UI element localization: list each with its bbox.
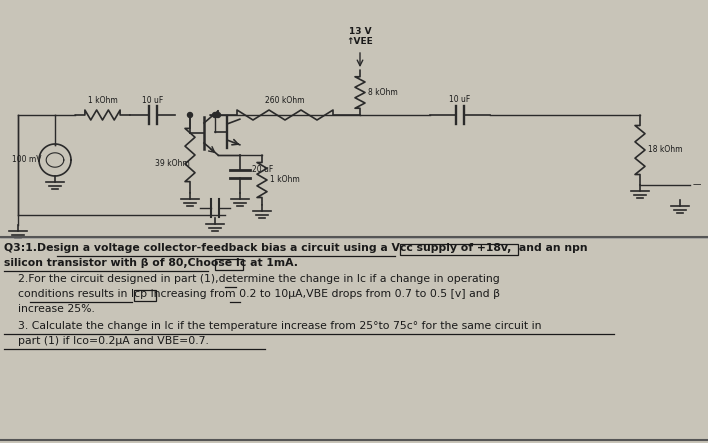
Circle shape [188,113,193,117]
Bar [400,244,518,255]
Text: Q3:1.Design a voltage collector-feedback bias a circuit using a Vcc supply of +1: Q3:1.Design a voltage collector-feedback… [4,243,588,253]
Text: 2.For the circuit designed in part (1),determine the change in Ic if a change in: 2.For the circuit designed in part (1),d… [4,274,500,284]
Circle shape [212,113,217,117]
Bar [215,259,243,270]
Text: conditions results in Icp increasing from 0.2 to 10μA,VBE drops from 0.7 to 0.5 : conditions results in Icp increasing fro… [4,289,500,299]
Text: 100 mV: 100 mV [12,155,42,164]
Text: —: — [693,180,702,190]
Text: silicon transistor with β of 80,Choose Ic at 1mA.: silicon transistor with β of 80,Choose I… [4,258,298,268]
Text: 260 kOhm: 260 kOhm [266,96,304,105]
Text: 3. Calculate the change in Ic if the temperature increase from 25°to 75c° for th: 3. Calculate the change in Ic if the tem… [4,321,542,331]
Text: 10 uF: 10 uF [142,96,163,105]
Text: 20 uF: 20 uF [252,164,273,174]
Text: 18 kOhm: 18 kOhm [648,145,683,155]
Text: 13 V: 13 V [348,27,371,36]
Text: 10 uF: 10 uF [450,95,471,104]
Text: increase 25%.: increase 25%. [4,304,95,314]
Text: 39 kOhm: 39 kOhm [155,159,190,168]
Text: part (1) if Ico=0.2μA and VBE=0.7.: part (1) if Ico=0.2μA and VBE=0.7. [4,336,209,346]
Text: ↑VEE: ↑VEE [347,37,373,46]
Bar [134,290,156,301]
Text: 1 kOhm: 1 kOhm [88,96,118,105]
Text: 8 kOhm: 8 kOhm [368,88,398,97]
Circle shape [215,113,220,117]
Text: 1 kOhm: 1 kOhm [270,175,299,184]
